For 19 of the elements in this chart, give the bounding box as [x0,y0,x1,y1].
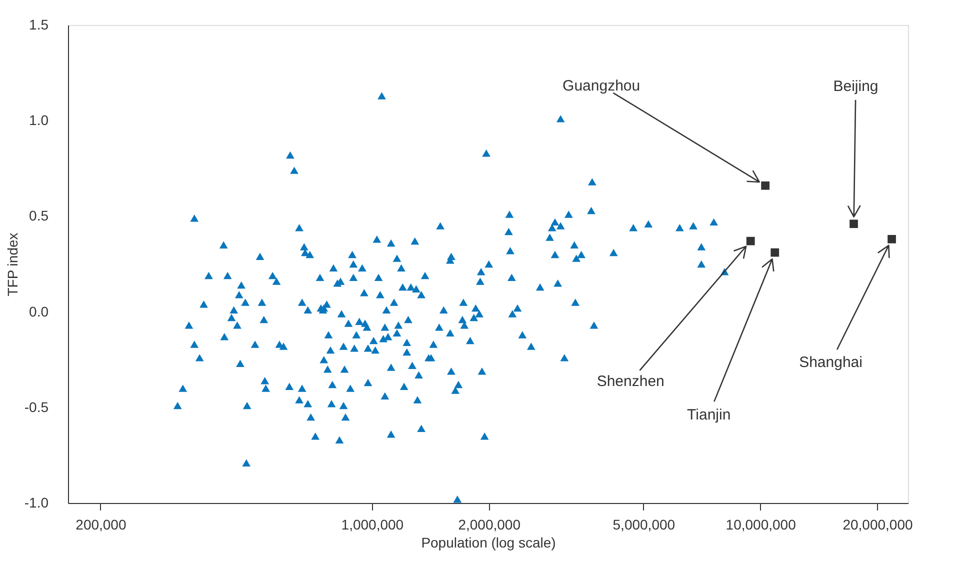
y-tick-label: 0.0 [29,303,49,320]
y-tick-label: 0.5 [29,208,49,224]
annotation: Guangzhou [562,78,640,95]
annotation: Shanghai [799,354,862,372]
annotation: Tianjin [687,406,731,424]
annotation: Beijing [833,78,878,95]
annotation: Shenzhen [596,373,664,390]
x-axis-title: Population (log scale) [421,534,556,550]
y-tick-label: 1.5 [29,16,49,32]
y-tick-label: -0.5 [24,398,49,415]
x-tick-label: 10,000,000 [726,516,796,532]
x-tick-label: 20,000,000 [842,516,913,532]
y-tick-label: 1.0 [29,112,49,128]
x-tick-label: 200,000 [76,516,126,532]
x-tick-label: 2,000,000 [458,516,521,532]
x-tick-label: 5,000,000 [612,516,676,532]
y-tick-label: -1.0 [24,494,49,510]
y-axis-title: TFP index [4,232,20,296]
x-tick-label: 1,000,000 [341,516,404,532]
